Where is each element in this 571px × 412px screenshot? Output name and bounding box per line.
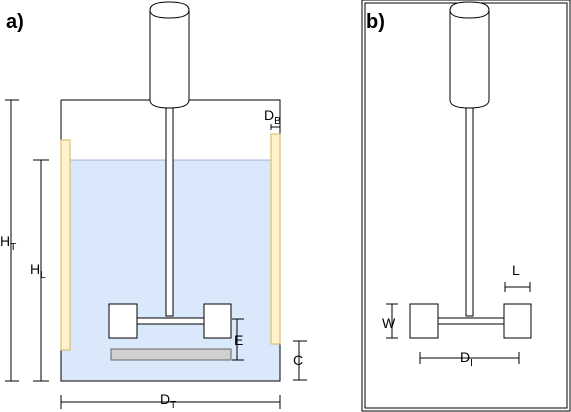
svg-text:DT: DT: [160, 391, 176, 411]
svg-text:HL: HL: [30, 261, 46, 281]
svg-text:W: W: [382, 315, 396, 331]
svg-text:E: E: [234, 332, 243, 348]
right-baffle: [270, 133, 281, 345]
impeller-shaft-b: [465, 107, 474, 317]
dimension-ht: HT: [0, 99, 19, 382]
sparger: [110, 348, 232, 361]
left-baffle: [60, 139, 71, 351]
svg-text:L: L: [512, 262, 520, 278]
impeller-blade-right: [203, 303, 232, 339]
impeller-arm: [135, 317, 205, 325]
svg-text:DI: DI: [460, 349, 473, 369]
motor: [149, 1, 190, 109]
dimension-c: C: [293, 340, 307, 381]
dimension-hl: HL: [30, 159, 49, 382]
panel-b-label: b): [366, 11, 385, 33]
dimension-dt: DT: [60, 391, 281, 411]
dimension-di: DI: [419, 349, 520, 369]
dimension-e: E: [232, 318, 244, 361]
panel-b-frame: [361, 0, 571, 412]
impeller-blade-left: [108, 303, 138, 339]
motor-b: [449, 1, 490, 109]
impeller-blade-right-b: [503, 303, 532, 339]
impeller-shaft: [165, 107, 174, 317]
impeller-blade-left-b: [409, 303, 439, 339]
svg-text:DB: DB: [264, 107, 281, 127]
dimension-w: W: [382, 303, 398, 339]
dimension-l: L: [504, 262, 531, 292]
svg-text:HT: HT: [0, 233, 16, 253]
panel-a-label: a): [6, 11, 24, 33]
panel-a: a) HT: [0, 1, 307, 411]
svg-text:C: C: [293, 352, 303, 368]
panel-b: b) W L D: [361, 0, 571, 412]
dimension-db: DB: [264, 107, 281, 130]
impeller-arm-b: [436, 317, 505, 325]
